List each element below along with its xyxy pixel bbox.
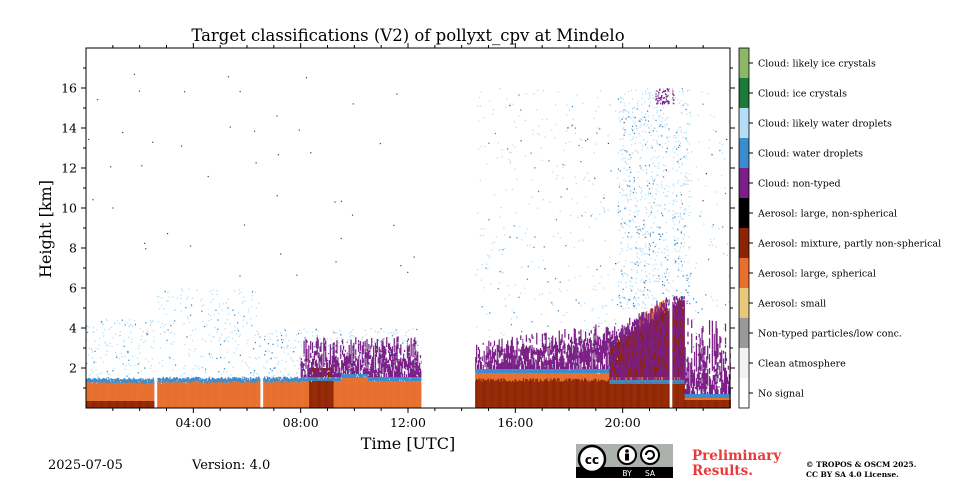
x-tick-label: 04:00 <box>175 415 211 430</box>
y-tick-label: 8 <box>69 241 77 256</box>
sa-icon <box>641 446 659 464</box>
legend-swatch <box>739 168 749 198</box>
preliminary-line-2: Results. <box>692 464 781 479</box>
legend-label: Aerosol: large, spherical <box>757 269 876 280</box>
y-tick-label: 14 <box>61 121 77 136</box>
legend-label: Aerosol: small <box>757 299 826 310</box>
preliminary-results-note: Preliminary Results. <box>692 449 781 479</box>
y-tick-label: 12 <box>61 161 77 176</box>
cc-by-sa-badge: cc BY SA <box>576 444 673 478</box>
legend-swatch <box>739 228 749 258</box>
legend-swatch <box>739 78 749 108</box>
x-tick-label: 12:00 <box>390 415 426 430</box>
x-axis-label: Time [UTC] <box>361 434 455 453</box>
legend-swatch <box>739 108 749 138</box>
legend-swatch <box>739 378 749 408</box>
x-tick-label: 16:00 <box>497 415 533 430</box>
badge-sa-text: SA <box>645 469 656 478</box>
copyright-line-2: CC BY SA 4.0 License. <box>806 470 916 480</box>
y-axis-label: Height [km] <box>36 180 55 278</box>
preliminary-line-1: Preliminary <box>692 449 781 464</box>
y-tick-label: 4 <box>69 321 77 336</box>
legend-label: Cloud: non-typed <box>758 179 841 190</box>
date-label: 2025-07-05 <box>48 458 123 473</box>
version-label: Version: 4.0 <box>192 458 270 473</box>
x-tick-label: 08:00 <box>283 415 319 430</box>
legend-label: Aerosol: mixture, partly non-spherical <box>757 239 941 250</box>
legend-label: Aerosol: large, non-spherical <box>757 209 897 220</box>
legend-label: Clean atmosphere <box>758 359 846 370</box>
legend-label: Cloud: likely ice crystals <box>758 59 876 70</box>
legend-swatch <box>739 258 749 288</box>
y-tick-label: 6 <box>69 281 77 296</box>
class-legend: No signal Clean atmosphere Non-typed parti… <box>739 48 941 408</box>
y-tick-label: 16 <box>61 81 77 96</box>
legend-label: Cloud: ice crystals <box>758 89 847 100</box>
y-tick-label: 10 <box>61 201 77 216</box>
x-tick-label: 20:00 <box>605 415 641 430</box>
legend-swatch <box>739 48 749 78</box>
chart-title: Target classifications (V2) of pollyxt_c… <box>191 26 624 45</box>
legend-swatch <box>739 288 749 318</box>
y-tick-label: 2 <box>69 361 77 376</box>
legend-swatch <box>739 198 749 228</box>
legend-label: No signal <box>758 389 804 400</box>
badge-by-text: BY <box>622 469 632 478</box>
plot-area <box>86 48 731 408</box>
copyright-line-1: © TROPOS & OSCM 2025. <box>806 460 916 470</box>
legend-label: Non-typed particles/low conc. <box>758 329 902 340</box>
legend-swatch <box>739 318 749 348</box>
legend-label: Cloud: water droplets <box>758 149 863 160</box>
legend-label: Cloud: likely water droplets <box>758 119 892 130</box>
copyright-note: © TROPOS & OSCM 2025. CC BY SA 4.0 Licen… <box>806 460 916 480</box>
legend-swatch <box>739 348 749 378</box>
legend-swatch <box>739 138 749 168</box>
